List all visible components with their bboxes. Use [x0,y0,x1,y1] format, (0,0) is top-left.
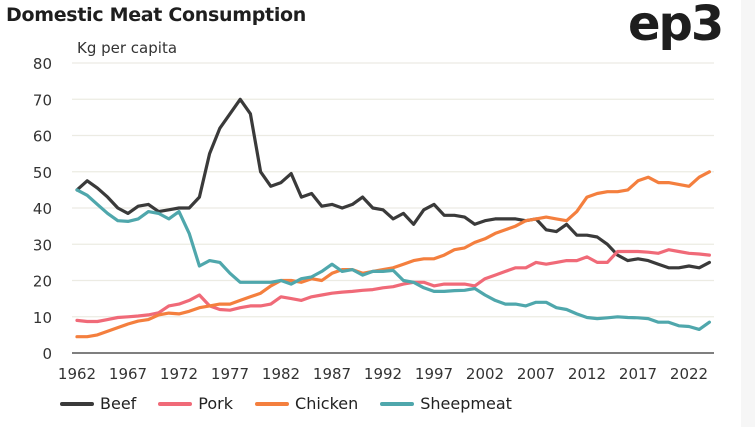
x-tick-label: 2007 [517,365,555,383]
legend-label: Beef [100,394,137,413]
legend-label: Pork [198,394,234,413]
y-tick-label: 80 [33,55,52,73]
x-tick-label: 2012 [568,365,606,383]
y-tick-label: 0 [42,345,52,363]
y-tick-label: 30 [33,236,52,254]
chart-title: Domestic Meat Consumption [6,4,307,26]
x-tick-label: 2022 [670,365,708,383]
y-axis-label: Kg per capita [77,39,178,57]
legend-item-sheepmeat: Sheepmeat [380,394,512,413]
y-tick-label: 40 [33,200,52,218]
x-tick-label: 1962 [58,365,96,383]
y-tick-label: 70 [33,91,52,109]
legend-swatch [158,401,193,406]
x-tick-label: 1977 [211,365,249,383]
legend-label: Sheepmeat [420,394,512,413]
side-strip [741,0,755,427]
x-tick-label: 1992 [364,365,402,383]
legend-label: Chicken [295,394,359,413]
legend-swatch [380,401,415,406]
x-tick-label: 1967 [109,365,147,383]
legend-swatch [255,401,290,406]
y-tick-label: 60 [33,128,52,146]
legend: Beef Pork Chicken Sheepmeat [60,394,534,413]
x-tick-label: 2002 [466,365,504,383]
y-tick-label: 20 [33,273,52,291]
series-line-pork [75,248,711,324]
series-line-chicken [75,170,711,339]
series-line-beef [75,97,711,270]
legend-item-chicken: Chicken [255,394,358,413]
x-tick-label: 1982 [262,365,300,383]
legend-item-beef: Beef [60,394,136,413]
y-tick-label: 10 [33,309,52,327]
x-tick-label: 1972 [160,365,198,383]
x-tick-label: 2017 [619,365,657,383]
ep3-logo: ep3 [628,0,724,52]
legend-item-pork: Pork [158,394,233,413]
legend-swatch [60,401,94,406]
y-tick-label: 50 [33,164,52,182]
x-tick-label: 1997 [415,365,453,383]
series-line-sheepmeat [75,188,711,331]
x-tick-label: 1987 [313,365,351,383]
